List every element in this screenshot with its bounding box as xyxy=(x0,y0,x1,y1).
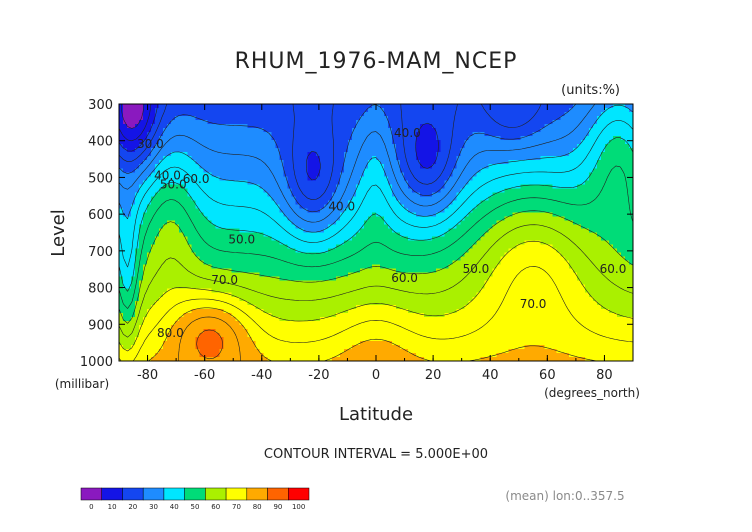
colorbar-tick-label: 90 xyxy=(273,503,282,511)
contour-line-60 xyxy=(119,210,633,324)
colorbar-swatch xyxy=(288,487,310,501)
contour-line-40 xyxy=(119,104,633,233)
colorbar-swatch xyxy=(101,487,123,501)
contour-line-90 xyxy=(196,329,223,360)
colorbar-tick-label: 0 xyxy=(89,503,93,511)
x-axis-label: Latitude xyxy=(339,404,413,425)
contour-line-50 xyxy=(119,137,633,292)
y-tick-label: 1000 xyxy=(80,355,113,370)
x-tick-label: -20 xyxy=(308,368,329,383)
contour-label: 60.0 xyxy=(600,262,627,276)
contour-line-75 xyxy=(119,266,633,361)
contour-label: 60.0 xyxy=(183,172,210,186)
contour-line-70 xyxy=(119,240,633,352)
contour-label: 50.0 xyxy=(160,177,187,191)
y-tick-label: 600 xyxy=(88,208,113,223)
contour-lines xyxy=(119,104,633,361)
contour-fill xyxy=(119,104,633,361)
colorbar-tick-label: 50 xyxy=(191,503,200,511)
colorbar-tick-label: 60 xyxy=(211,503,220,511)
units-note: (units:%) xyxy=(561,83,620,98)
colorbar-swatch xyxy=(80,487,102,501)
colorbar-tick-label: 30 xyxy=(149,503,158,511)
contour-label: 50.0 xyxy=(228,233,255,247)
contour-interval-note: CONTOUR INTERVAL = 5.000E+00 xyxy=(264,447,488,462)
colorbar-swatch xyxy=(246,487,268,501)
contour-label: 70.0 xyxy=(520,297,547,311)
colorbar-tick-label: 100 xyxy=(292,503,305,511)
colorbar-swatch xyxy=(122,487,144,501)
colorbar-tick-label: 20 xyxy=(128,503,137,511)
colorbar-tick-label: 80 xyxy=(253,503,262,511)
contour-line-85 xyxy=(178,316,241,361)
contour-line-10 xyxy=(121,104,145,129)
x-tick-label: 40 xyxy=(482,368,499,383)
colorbar-swatch xyxy=(205,487,227,501)
colorbar: 0 10 20 30 40 50 60 70 80 90 100 xyxy=(80,487,310,511)
x-tick-label: -80 xyxy=(137,368,158,383)
contour-line-45 xyxy=(119,120,633,268)
x-tick-label: -40 xyxy=(251,368,272,383)
x-tick-label: -60 xyxy=(194,368,215,383)
contour-label: 30.0 xyxy=(137,137,164,151)
contour-line-25 xyxy=(119,104,542,200)
contour-line-55 xyxy=(119,165,633,309)
plot-area: 30.040.050.060.050.070.080.040.040.060.0… xyxy=(119,104,633,361)
colorbar-tick-label: 10 xyxy=(108,503,117,511)
colorbar-swatch xyxy=(184,487,206,501)
colorbar-swatch xyxy=(163,487,185,501)
chart-title: RHUM_1976-MAM_NCEP xyxy=(235,49,518,74)
contour-label: 50.0 xyxy=(463,262,490,276)
contour-line-30 xyxy=(119,104,577,213)
contour-label: 60.0 xyxy=(391,271,418,285)
y-tick-label: 300 xyxy=(88,98,113,113)
contour-line-80 xyxy=(148,307,598,361)
contour-line-20 xyxy=(119,104,439,181)
contour-label: 40.0 xyxy=(328,199,355,213)
colorbar-swatch xyxy=(142,487,165,501)
y-tick-label: 400 xyxy=(88,135,113,150)
y-tick-label: 900 xyxy=(88,318,113,333)
x-tick-label: 20 xyxy=(425,368,442,383)
contour-line-65 xyxy=(119,224,633,338)
y-axis: 300 400 500 600 700 800 900 1000 xyxy=(80,98,633,370)
x-tick-label: 80 xyxy=(596,368,613,383)
contour-label: 70.0 xyxy=(211,273,238,287)
y-axis-label: Level xyxy=(48,209,69,257)
y-tick-label: 800 xyxy=(88,282,113,297)
contour-labels: 30.040.050.060.050.070.080.040.040.060.0… xyxy=(137,126,626,340)
colorbar-tick-label: 70 xyxy=(232,503,241,511)
x-tick-label: 0 xyxy=(372,368,380,383)
y-axis-units: (millibar) xyxy=(55,377,109,391)
colorbar-swatch xyxy=(267,487,289,501)
colorbar-swatch xyxy=(225,487,248,501)
contour-label: 80.0 xyxy=(157,326,184,340)
x-tick-label: 60 xyxy=(539,368,556,383)
colorbar-tick-label: 40 xyxy=(170,503,179,511)
y-tick-label: 700 xyxy=(88,245,113,260)
x-axis: -80 -60 -40 -20 0 20 40 60 80 xyxy=(118,104,634,383)
x-axis-units: (degrees_north) xyxy=(544,386,640,400)
contour-label: 40.0 xyxy=(154,168,181,182)
contour-label: 40.0 xyxy=(394,126,421,140)
mean-note: (mean) lon:0..357.5 xyxy=(505,489,624,503)
contour-line-35 xyxy=(119,104,596,223)
y-tick-label: 500 xyxy=(88,171,113,186)
